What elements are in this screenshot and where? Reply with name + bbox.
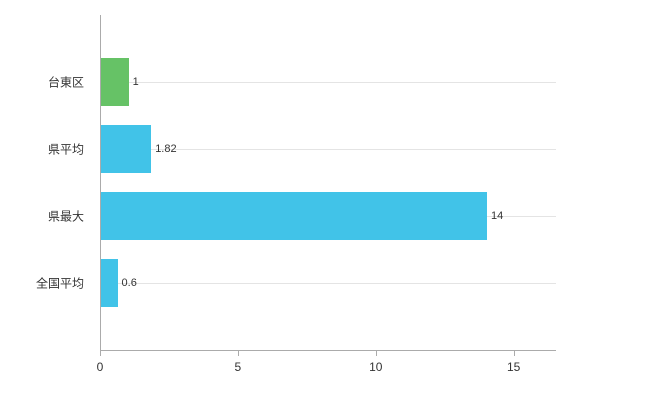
category-label: 県最大 — [47, 209, 84, 224]
bar-value-label: 1.82 — [155, 143, 177, 155]
x-axis-tick-label: 15 — [506, 360, 521, 374]
bar-台東区 — [101, 58, 129, 106]
bar-value-label: 0.6 — [121, 277, 137, 289]
gridline — [101, 81, 556, 83]
category-label: 全国平均 — [35, 276, 84, 291]
x-axis-tick — [100, 351, 101, 356]
bar-全国平均 — [101, 259, 118, 307]
gridline — [101, 282, 556, 284]
bar-県平均 — [101, 125, 152, 173]
category-label: 県平均 — [47, 142, 84, 157]
x-axis-tick-label: 0 — [96, 360, 104, 374]
bar-value-label: 1 — [132, 76, 139, 88]
x-axis-tick — [237, 351, 239, 356]
x-axis-tick-label: 10 — [369, 360, 383, 374]
x-axis-tick — [375, 351, 377, 356]
x-axis-tick-label: 5 — [234, 360, 242, 374]
gridline — [101, 148, 556, 150]
x-axis-tick — [513, 351, 515, 356]
plot-area: 1 1.82 14 0.6 — [100, 15, 556, 351]
y-axis-labels: 台東区県平均県最大全国平均 — [0, 15, 92, 350]
category-label: 台東区 — [47, 75, 84, 90]
bar-value-label: 14 — [491, 210, 504, 222]
bar-県最大 — [101, 192, 488, 240]
